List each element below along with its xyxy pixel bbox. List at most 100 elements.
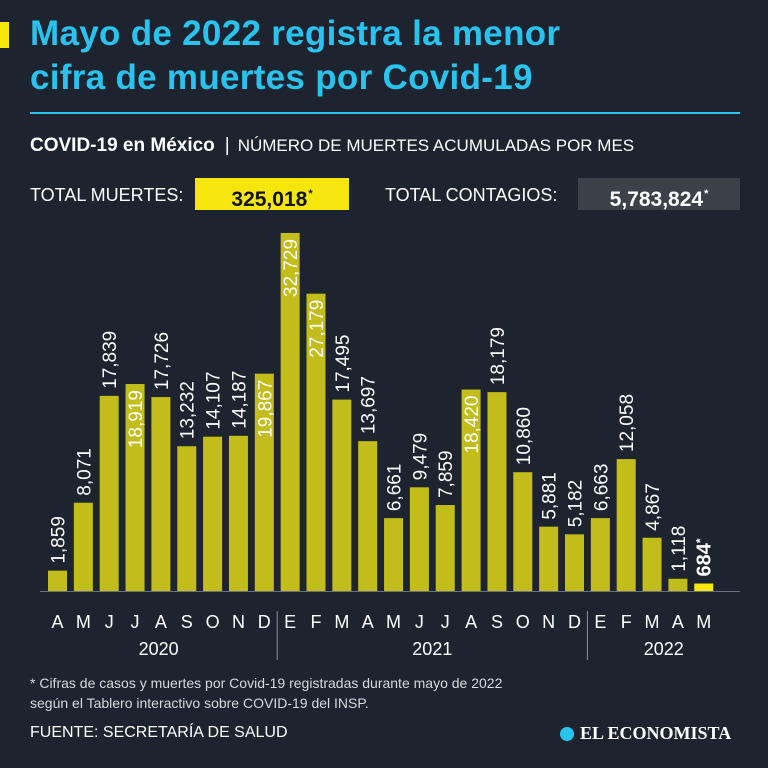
x-tick-label: A xyxy=(155,612,167,632)
publisher-logo: EL ECONOMISTA xyxy=(560,723,731,744)
bar xyxy=(306,293,326,591)
subtitle-separator: | xyxy=(224,135,230,156)
x-tick-label: O xyxy=(206,612,220,632)
bar xyxy=(73,502,93,591)
x-tick-label: N xyxy=(542,612,555,632)
bar-value-label: 17,839 xyxy=(100,331,121,389)
x-tick-label: E xyxy=(594,612,606,632)
x-tick-label: O xyxy=(516,612,530,632)
bar-value-label: 10,860 xyxy=(514,407,535,465)
total-deaths-badge: 325,018* xyxy=(195,178,349,211)
bar xyxy=(513,472,533,591)
bar-value-label: 13,232 xyxy=(178,381,199,439)
bar-value-label: 1,118 xyxy=(669,526,690,572)
subtitle-topic: COVID-19 en México xyxy=(30,135,215,156)
x-tick-label: J xyxy=(131,612,140,632)
footnote-line-2: según el Tablero interactivo sobre COVID… xyxy=(30,695,369,711)
total-contagios-label: TOTAL CONTAGIOS: xyxy=(385,185,558,205)
bar-value-label: 14,187 xyxy=(229,371,250,429)
bar xyxy=(616,459,636,591)
footnote-line-1: * Cifras de casos y muertes por Covid-19… xyxy=(30,675,503,691)
bar-value-label: 1,859 xyxy=(49,516,70,564)
total-contagios-value: 5,783,824 xyxy=(609,188,704,211)
bar xyxy=(332,399,352,591)
bar-value-label: 4,867 xyxy=(643,483,664,531)
subtitle: COVID-19 en México | NÚMERO DE MUERTES ACU… xyxy=(30,134,634,158)
bar xyxy=(254,373,274,591)
bar-value-label: 18,420 xyxy=(462,395,483,453)
bar-value-label: 6,663 xyxy=(591,464,612,512)
bar xyxy=(203,436,223,591)
bar xyxy=(48,570,67,591)
x-tick-label: F xyxy=(621,612,632,632)
headline-line-2: cifra de muertes por Covid-19 xyxy=(30,58,533,97)
headline-line-1: Mayo de 2022 registra la menor xyxy=(30,14,561,53)
bar-value-label: 18,919 xyxy=(126,390,147,448)
bar-value-label: 18,179 xyxy=(488,327,509,385)
bar-value-label: 8,071 xyxy=(74,448,95,496)
x-tick-label: A xyxy=(465,612,477,632)
bar-value-label: 14,107 xyxy=(204,372,225,430)
bar xyxy=(151,397,171,591)
bar xyxy=(409,487,429,591)
headline-rule xyxy=(30,112,740,114)
bar-value-label: 12,058 xyxy=(617,394,638,452)
year-label: 2022 xyxy=(644,639,684,659)
bar xyxy=(642,537,662,591)
footnote: * Cifras de casos y muertes por Covid-19… xyxy=(30,673,502,713)
year-label: 2020 xyxy=(139,639,179,659)
source-credit: FUENTE: SECRETARÍA DE SALUD xyxy=(30,724,288,741)
year-label: 2021 xyxy=(412,639,452,659)
bar xyxy=(358,441,378,591)
x-tick-label: M xyxy=(76,612,91,632)
subtitle-description: NÚMERO DE MUERTES ACUMULADAS POR MES xyxy=(237,136,635,155)
bar-value-label: 9,479 xyxy=(410,433,431,481)
total-contagios-badge: 5,783,824* xyxy=(578,178,740,211)
x-tick-label: S xyxy=(181,612,193,632)
bar xyxy=(565,534,584,591)
total-deaths-label: TOTAL MUERTES: xyxy=(30,185,184,205)
bar xyxy=(125,384,145,591)
bar xyxy=(694,583,714,591)
bar xyxy=(668,578,688,591)
x-tick-label: M xyxy=(696,612,711,632)
total-deaths-asterisk: * xyxy=(308,188,313,200)
x-tick-label: F xyxy=(311,612,322,632)
x-tick-label: D xyxy=(568,612,581,632)
bar-value-label: 17,726 xyxy=(152,332,173,390)
bar-value-label: 7,859 xyxy=(436,450,457,498)
bar xyxy=(280,232,300,591)
x-tick-label: D xyxy=(258,612,271,632)
x-tick-label: A xyxy=(51,612,63,632)
bar xyxy=(228,435,248,591)
bar xyxy=(435,505,455,591)
headline: Mayo de 2022 registra la menor cifra de … xyxy=(30,12,750,100)
bar-value-label: 13,697 xyxy=(359,376,380,434)
bar-value-label: 32,729 xyxy=(281,239,302,297)
x-tick-label: J xyxy=(105,612,114,632)
x-tick-label: S xyxy=(491,612,503,632)
total-deaths-value: 325,018 xyxy=(231,188,308,211)
bar xyxy=(487,392,507,591)
bar-value-label: 5,881 xyxy=(540,472,561,520)
bar xyxy=(590,518,610,591)
x-tick-label: M xyxy=(386,612,401,632)
bar xyxy=(384,518,404,591)
x-tick-label: A xyxy=(672,612,684,632)
bar xyxy=(539,526,559,591)
bar xyxy=(461,389,481,591)
x-tick-label: A xyxy=(362,612,374,632)
bar-value-label: 27,179 xyxy=(307,300,328,358)
logo-mark-icon xyxy=(560,726,574,741)
x-tick-label: E xyxy=(284,612,296,632)
bar-value-label: 17,495 xyxy=(333,334,354,392)
bar-value-label: 684* xyxy=(694,538,716,576)
bar xyxy=(99,395,119,591)
x-tick-label: M xyxy=(645,612,660,632)
bar-value-label: 19,867 xyxy=(255,380,276,438)
x-tick-label: N xyxy=(232,612,245,632)
bar-value-label: 5,182 xyxy=(566,480,587,528)
x-tick-label: J xyxy=(441,612,450,632)
bar-value-asterisk: * xyxy=(694,538,708,543)
